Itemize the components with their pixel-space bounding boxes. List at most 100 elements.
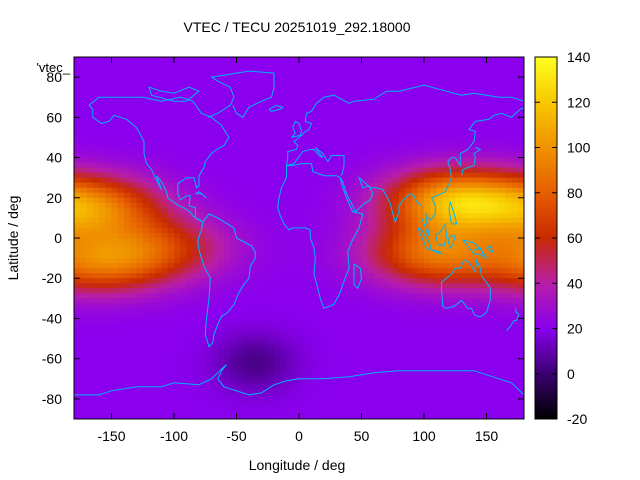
heatmap-cell bbox=[311, 388, 319, 395]
heatmap-cell bbox=[142, 152, 150, 158]
heatmap-cell bbox=[324, 298, 331, 304]
heatmap-cell bbox=[230, 212, 237, 219]
heatmap-cell bbox=[442, 393, 450, 400]
heatmap-cell bbox=[317, 187, 325, 194]
heatmap-cell bbox=[330, 167, 337, 174]
heatmap-cell bbox=[242, 167, 250, 174]
heatmap-cell bbox=[267, 393, 275, 400]
heatmap-cell bbox=[317, 212, 325, 219]
heatmap-cell bbox=[224, 283, 231, 289]
heatmap-cell bbox=[142, 92, 150, 98]
heatmap-cell bbox=[192, 217, 200, 224]
heatmap-cell bbox=[161, 378, 169, 385]
heatmap-cell bbox=[205, 207, 212, 214]
heatmap-cell bbox=[267, 82, 275, 88]
heatmap-cell bbox=[161, 112, 169, 118]
heatmap-cell bbox=[111, 202, 119, 209]
heatmap-cell bbox=[255, 248, 262, 254]
heatmap-cell bbox=[286, 217, 294, 224]
heatmap-cell bbox=[374, 142, 381, 148]
heatmap-cell bbox=[342, 197, 350, 204]
heatmap-cell bbox=[186, 177, 194, 184]
heatmap-cell bbox=[299, 338, 306, 344]
heatmap-cell bbox=[336, 363, 344, 370]
heatmap-cell bbox=[274, 313, 281, 319]
heatmap-cell bbox=[117, 197, 125, 204]
heatmap-cell bbox=[411, 378, 419, 385]
heatmap-cell bbox=[105, 152, 112, 158]
heatmap-cell bbox=[205, 368, 212, 375]
heatmap-cell bbox=[411, 92, 419, 98]
heatmap-cell bbox=[342, 263, 350, 269]
heatmap-cell bbox=[255, 172, 262, 179]
heatmap-cell bbox=[205, 333, 212, 339]
heatmap-cell bbox=[317, 253, 325, 259]
heatmap-cell bbox=[205, 142, 212, 148]
heatmap-cell bbox=[480, 72, 487, 78]
heatmap-cell bbox=[111, 298, 119, 304]
heatmap-cell bbox=[80, 202, 87, 209]
heatmap-cell bbox=[467, 298, 475, 304]
heatmap-cell bbox=[80, 328, 87, 334]
heatmap-cell bbox=[461, 212, 469, 219]
heatmap-cell bbox=[111, 348, 119, 355]
heatmap-cell bbox=[286, 378, 294, 385]
heatmap-cell bbox=[286, 202, 294, 209]
heatmap-cell bbox=[92, 308, 100, 314]
heatmap-cell bbox=[274, 288, 281, 294]
heatmap-cell bbox=[442, 263, 450, 269]
heatmap-cell bbox=[80, 268, 87, 274]
heatmap-cell bbox=[192, 72, 200, 78]
heatmap-cell bbox=[174, 72, 181, 78]
heatmap-cell bbox=[142, 102, 150, 108]
heatmap-cell bbox=[249, 243, 256, 249]
heatmap-cell bbox=[380, 373, 387, 380]
heatmap-cell bbox=[224, 333, 231, 339]
heatmap-cell bbox=[167, 378, 175, 385]
heatmap-cell bbox=[286, 383, 294, 390]
heatmap-cell bbox=[330, 132, 337, 138]
heatmap-cell bbox=[342, 182, 350, 189]
heatmap-cell bbox=[236, 393, 244, 400]
heatmap-cell bbox=[505, 388, 512, 395]
heatmap-cell bbox=[436, 82, 444, 88]
heatmap-cell bbox=[230, 57, 237, 63]
heatmap-cell bbox=[486, 77, 494, 83]
heatmap-cell bbox=[117, 157, 125, 163]
heatmap-cell bbox=[305, 187, 312, 194]
heatmap-cell bbox=[405, 107, 412, 113]
heatmap-cell bbox=[349, 393, 356, 400]
heatmap-cell bbox=[399, 162, 406, 169]
heatmap-cell bbox=[142, 283, 150, 289]
heatmap-cell bbox=[249, 82, 256, 88]
heatmap-cell bbox=[111, 388, 119, 395]
heatmap-cell bbox=[199, 112, 206, 118]
heatmap-cell bbox=[274, 333, 281, 339]
heatmap-cell bbox=[230, 192, 237, 199]
heatmap-cell bbox=[192, 313, 200, 319]
heatmap-cell bbox=[392, 152, 400, 158]
heatmap-cell bbox=[374, 102, 381, 108]
heatmap-cell bbox=[474, 388, 481, 395]
heatmap-cell bbox=[492, 368, 500, 375]
heatmap-cell bbox=[174, 92, 181, 98]
heatmap-cell bbox=[249, 308, 256, 314]
heatmap-cell bbox=[311, 243, 319, 249]
heatmap-cell bbox=[442, 323, 450, 329]
heatmap-cell bbox=[267, 273, 275, 279]
heatmap-cell bbox=[436, 293, 444, 299]
heatmap-cell bbox=[424, 353, 431, 360]
heatmap-cell bbox=[436, 162, 444, 169]
heatmap-cell bbox=[386, 157, 394, 163]
heatmap-cell bbox=[324, 398, 331, 405]
heatmap-cell bbox=[417, 197, 425, 204]
heatmap-cell bbox=[186, 232, 194, 239]
heatmap-cell bbox=[111, 268, 119, 274]
heatmap-cell bbox=[242, 283, 250, 289]
heatmap-cell bbox=[480, 348, 487, 355]
heatmap-cell bbox=[299, 92, 306, 98]
heatmap-cell bbox=[230, 172, 237, 179]
heatmap-cell bbox=[405, 278, 412, 284]
heatmap-cell bbox=[505, 243, 512, 249]
heatmap-cell bbox=[224, 212, 231, 219]
